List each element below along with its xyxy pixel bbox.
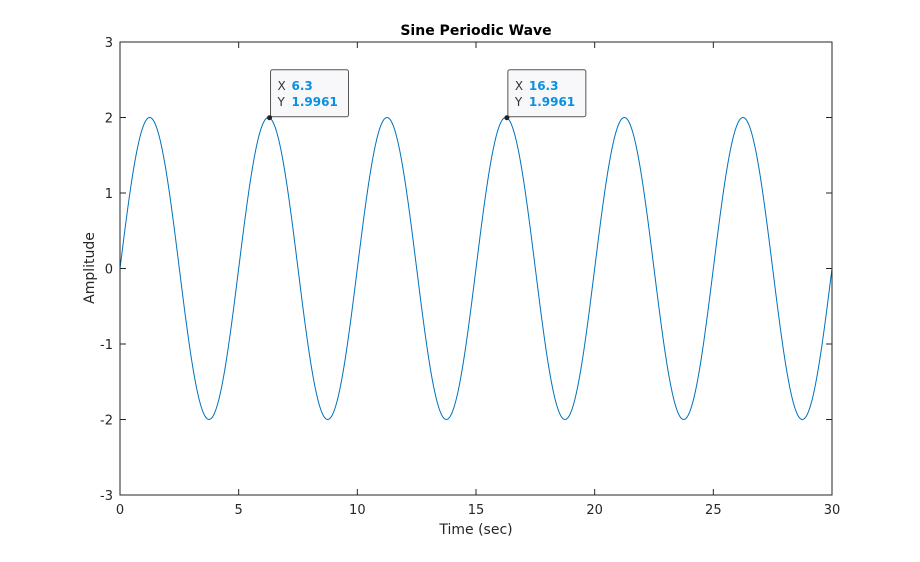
- x-tick-label: 10: [349, 503, 366, 518]
- x-tick-label: 0: [116, 503, 124, 518]
- datatip-x-value: 6.3: [292, 79, 313, 93]
- datatip[interactable]: X 6.3 Y 1.9961: [267, 69, 350, 121]
- y-tick-label: -1: [100, 338, 113, 353]
- datatip-y-label: Y: [277, 95, 286, 109]
- datatip-x-label: X: [278, 79, 286, 93]
- x-tick-label: 25: [705, 503, 722, 518]
- datatip-box: [270, 69, 350, 118]
- datatip-x-label: X: [515, 79, 523, 93]
- datatip-marker: [504, 115, 510, 121]
- series-line: [119, 116, 833, 421]
- plot-layer: [119, 116, 833, 421]
- datatip-y-value: 1.9961: [529, 95, 575, 109]
- x-tick-label: 15: [468, 503, 485, 518]
- y-tick-label: 3: [105, 36, 113, 51]
- y-tick-label: 0: [105, 263, 113, 278]
- x-tick-label: 30: [824, 503, 841, 518]
- ticks-layer: 0 5 10 15 20 25 30 -3 -2 -1 0 1 2 3: [100, 36, 840, 518]
- datatip-x-value: 16.3: [529, 79, 559, 93]
- datatip-y-value: 1.9961: [292, 95, 338, 109]
- datatip[interactable]: X 16.3 Y 1.9961: [504, 69, 587, 121]
- y-tick-label: -3: [100, 489, 113, 504]
- datatip-box: [507, 69, 587, 118]
- x-tick-label: 5: [235, 503, 243, 518]
- datatip-marker: [267, 115, 273, 121]
- y-tick-label: 1: [105, 187, 113, 202]
- y-tick-label: -2: [100, 414, 113, 429]
- datatip-y-label: Y: [514, 95, 523, 109]
- chart-title: Sine Periodic Wave: [400, 23, 551, 39]
- datatip-layer: X 6.3 Y 1.9961 X 16.3 Y 1.9961: [267, 69, 587, 121]
- x-tick-label: 20: [586, 503, 603, 518]
- x-axis-label: Time (sec): [438, 522, 512, 538]
- y-tick-label: 2: [105, 112, 113, 127]
- y-axis-label: Amplitude: [82, 232, 98, 304]
